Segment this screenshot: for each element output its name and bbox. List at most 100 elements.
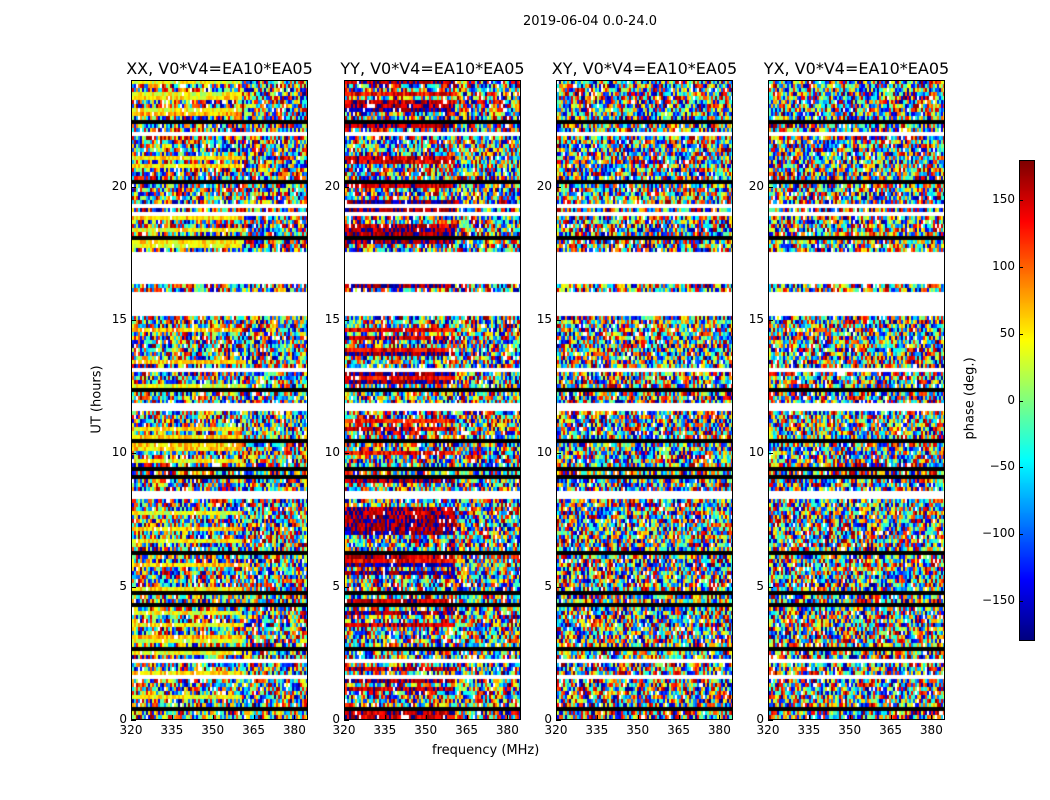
- y-tick-mark-3-3: [768, 320, 773, 321]
- heatmap-panel-2: [556, 80, 733, 720]
- x-tick-mark-2-2: [637, 715, 639, 720]
- y-tick-label-0-2: 10: [111, 445, 127, 460]
- panel-title-2: XY, V0*V4=EA10*EA05: [551, 59, 738, 78]
- colorbar-tick-mark-1: [1019, 266, 1023, 268]
- colorbar-tick-mark-4: [1019, 467, 1023, 469]
- x-axis-label: frequency (MHz): [432, 743, 540, 758]
- y-tick-mark-3-2: [768, 453, 773, 455]
- y-tick-mark-0-0: [131, 720, 136, 721]
- y-tick-mark-2-2: [556, 453, 561, 455]
- panel-title-0: XX, V0*V4=EA10*EA05: [126, 59, 313, 78]
- y-tick-label-0-1: 5: [119, 578, 127, 593]
- heatmap-cells-0: [132, 81, 307, 719]
- colorbar-tick-mark-0: [1019, 200, 1023, 202]
- y-tick-label-1-4: 20: [324, 178, 340, 193]
- colorbar-label: phase (deg.): [962, 357, 978, 440]
- colorbar-tick-mark-2: [1019, 333, 1023, 335]
- y-tick-mark-2-1: [556, 586, 561, 588]
- colorbar-tick-mark-3: [1019, 400, 1023, 402]
- x-tick-mark-1-2: [425, 715, 427, 720]
- x-tick-label-0-2: 350: [201, 723, 225, 737]
- y-tick-label-1-2: 10: [324, 445, 340, 460]
- heatmap-panel-1: [344, 80, 521, 720]
- heatmap-panel-3: [768, 80, 945, 720]
- y-tick-mark-0-2: [131, 453, 136, 455]
- x-tick-mark-0-2: [212, 715, 214, 720]
- x-tick-label-2-3: 365: [667, 723, 690, 737]
- y-axis-label: UT (hours): [89, 365, 105, 434]
- y-tick-label-2-0: 0: [544, 712, 552, 726]
- y-tick-label-2-1: 5: [544, 578, 552, 593]
- y-tick-mark-2-3: [556, 320, 561, 321]
- heatmap-cells-1: [345, 81, 520, 719]
- y-tick-label-3-1: 5: [756, 578, 764, 593]
- x-tick-mark-0-1: [171, 715, 173, 720]
- colorbar-tick-label-1: 100: [992, 258, 1015, 273]
- x-tick-mark-0-3: [253, 715, 255, 720]
- x-tick-label-3-1: 335: [797, 723, 821, 737]
- heatmap-panel-0: [131, 80, 308, 720]
- colorbar-tick-label-0: 150: [992, 192, 1015, 207]
- x-tick-mark-2-0: [556, 715, 557, 720]
- y-tick-mark-1-4: [344, 186, 349, 188]
- x-tick-label-0-3: 365: [242, 723, 265, 737]
- y-tick-label-3-2: 10: [748, 445, 764, 460]
- x-tick-mark-2-3: [678, 715, 680, 720]
- x-tick-mark-0-4: [294, 715, 296, 720]
- x-tick-label-2-2: 350: [626, 723, 650, 737]
- x-tick-label-0-1: 335: [160, 723, 184, 737]
- y-tick-mark-1-2: [344, 453, 349, 455]
- colorbar-tick-label-4: −50: [989, 459, 1015, 474]
- y-tick-mark-1-3: [344, 320, 349, 321]
- y-tick-label-2-4: 20: [536, 178, 552, 193]
- y-tick-mark-0-1: [131, 586, 136, 588]
- x-tick-label-3-4: 380: [919, 723, 943, 737]
- y-tick-label-3-0: 0: [756, 712, 764, 726]
- y-tick-mark-1-0: [344, 720, 349, 721]
- x-tick-mark-1-1: [384, 715, 386, 720]
- colorbar-tick-mark-6: [1019, 600, 1023, 602]
- x-tick-label-1-0: 320: [332, 723, 356, 737]
- x-tick-mark-2-4: [719, 715, 721, 720]
- colorbar-tick-label-6: −150: [982, 592, 1015, 607]
- x-tick-mark-3-3: [890, 715, 892, 720]
- x-tick-label-2-1: 335: [585, 723, 609, 737]
- colorbar-tick-label-3: 0: [1007, 392, 1015, 407]
- y-tick-mark-3-1: [768, 586, 773, 588]
- x-tick-mark-3-4: [931, 715, 933, 720]
- y-tick-mark-3-4: [768, 186, 773, 188]
- y-tick-mark-0-4: [131, 186, 136, 188]
- x-tick-mark-2-1: [596, 715, 598, 720]
- heatmap-cells-2: [557, 81, 732, 719]
- colorbar-tick-label-5: −100: [982, 526, 1015, 541]
- y-tick-label-1-0: 0: [332, 712, 340, 726]
- x-tick-label-2-4: 380: [707, 723, 731, 737]
- x-tick-label-0-0: 320: [119, 723, 143, 737]
- x-tick-label-1-1: 335: [373, 723, 397, 737]
- x-tick-mark-0-0: [131, 715, 132, 720]
- y-tick-label-2-3: 15: [536, 312, 552, 326]
- x-tick-mark-1-4: [507, 715, 509, 720]
- y-tick-label-0-3: 15: [111, 312, 127, 326]
- y-tick-label-3-4: 20: [748, 178, 764, 193]
- x-tick-label-2-0: 320: [544, 723, 568, 737]
- x-tick-label-3-3: 365: [879, 723, 902, 737]
- colorbar-tick-label-2: 50: [999, 325, 1015, 340]
- x-tick-mark-3-2: [849, 715, 851, 720]
- y-tick-mark-0-3: [131, 320, 136, 321]
- y-tick-label-0-0: 0: [119, 712, 127, 726]
- heatmap-cells-3: [769, 81, 944, 719]
- figure-suptitle: 2019-06-04 0.0-24.0: [523, 14, 657, 29]
- x-tick-mark-3-0: [768, 715, 769, 720]
- y-tick-mark-2-4: [556, 186, 561, 188]
- y-tick-mark-2-0: [556, 720, 561, 721]
- colorbar-tick-mark-5: [1019, 534, 1023, 536]
- y-tick-label-0-4: 20: [111, 178, 127, 193]
- x-tick-label-3-0: 320: [756, 723, 780, 737]
- x-tick-label-1-4: 380: [495, 723, 519, 737]
- x-tick-mark-3-1: [808, 715, 810, 720]
- colorbar-gradient: [1020, 161, 1034, 640]
- y-tick-mark-1-1: [344, 586, 349, 588]
- y-tick-label-2-2: 10: [536, 445, 552, 460]
- x-tick-mark-1-3: [466, 715, 468, 720]
